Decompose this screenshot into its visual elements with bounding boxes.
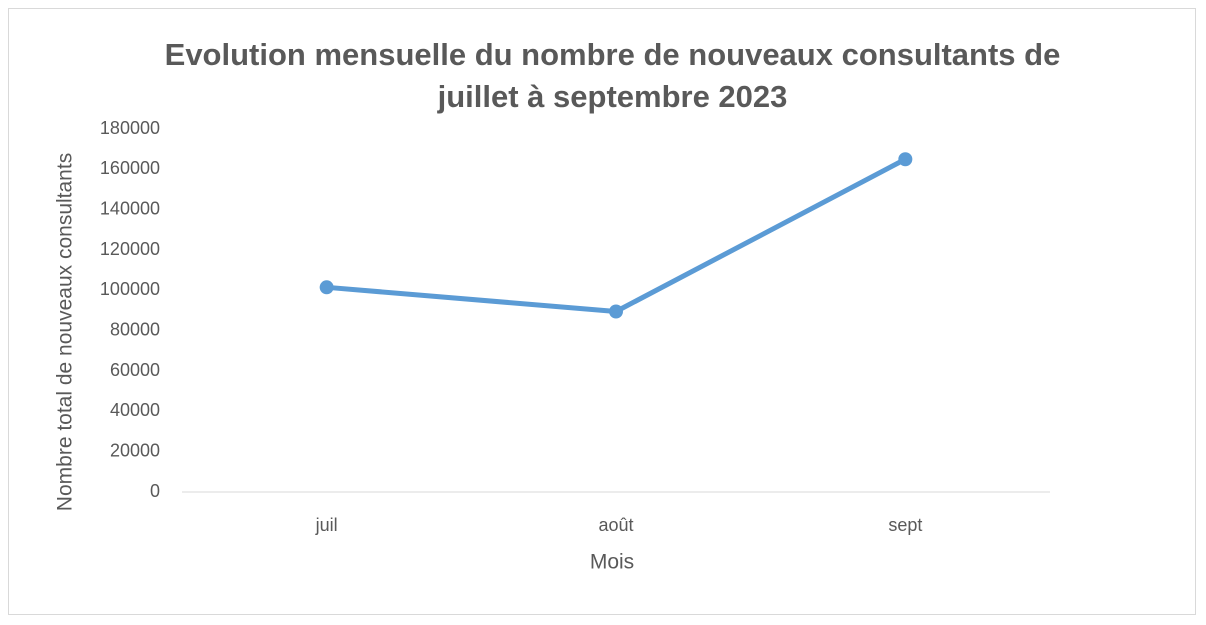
x-tick-label: juil [315, 515, 338, 535]
chart-title: Evolution mensuelle du nombre de nouveau… [164, 37, 1061, 114]
x-tick-label: août [598, 515, 633, 535]
x-tick-label: sept [888, 515, 922, 535]
y-tick-label: 20000 [110, 440, 160, 460]
y-tick-label: 120000 [100, 239, 160, 259]
y-tick-label: 40000 [110, 400, 160, 420]
data-point [319, 280, 334, 295]
chart-frame [8, 8, 1196, 615]
series-line [324, 156, 908, 315]
data-point [609, 304, 623, 319]
y-tick-label: 180000 [100, 118, 160, 138]
y-tick-label: 140000 [100, 198, 160, 218]
x-axis-label: Mois [590, 551, 634, 574]
y-tick-label: 60000 [110, 360, 160, 380]
y-tick-label: 0 [150, 481, 160, 501]
y-tick-label: 160000 [100, 158, 160, 178]
y-tick-label: 100000 [100, 279, 160, 299]
y-tick-label: 80000 [110, 319, 160, 339]
data-point [898, 152, 913, 167]
y-axis-label: Nombre total de nouveaux consultants [54, 153, 77, 511]
